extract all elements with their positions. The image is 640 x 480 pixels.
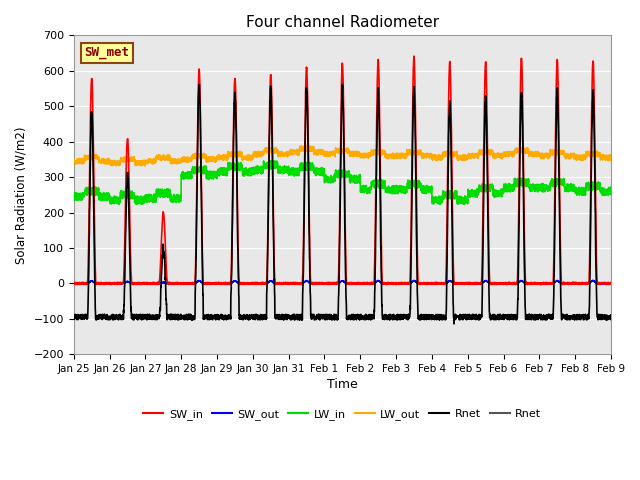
Text: SW_met: SW_met [84,47,129,60]
Legend: SW_in, SW_out, LW_in, LW_out, Rnet, Rnet: SW_in, SW_out, LW_in, LW_out, Rnet, Rnet [139,405,546,424]
X-axis label: Time: Time [327,378,358,391]
Y-axis label: Solar Radiation (W/m2): Solar Radiation (W/m2) [15,126,28,264]
Title: Four channel Radiometer: Four channel Radiometer [246,15,439,30]
